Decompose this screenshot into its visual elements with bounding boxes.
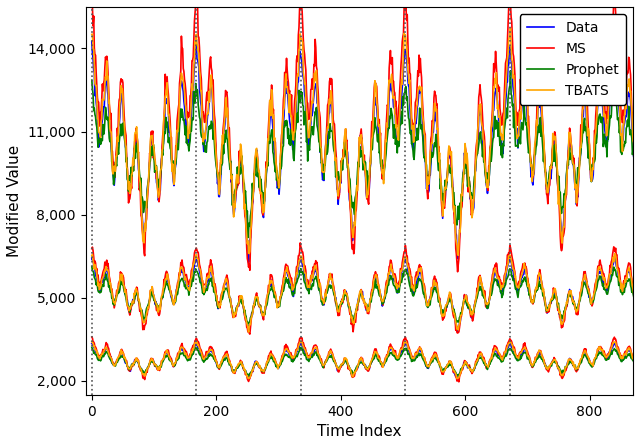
Prophet [566, 145, 573, 151]
Line: Prophet: Prophet [92, 71, 636, 238]
TBATS [409, 123, 417, 128]
Legend: Data, MS, Prophet, TBATS: Data, MS, Prophet, TBATS [520, 14, 626, 105]
MS [632, 160, 639, 165]
Y-axis label: Modified Value: Modified Value [7, 145, 22, 257]
TBATS [298, 36, 305, 41]
Prophet [410, 154, 417, 159]
TBATS [88, 32, 95, 37]
MS [602, 109, 610, 115]
TBATS [602, 133, 610, 138]
Prophet [298, 90, 306, 95]
MS [353, 207, 360, 213]
MS [255, 183, 263, 189]
MS [454, 269, 461, 274]
Prophet [88, 78, 95, 83]
Data [353, 189, 361, 194]
MS [298, 8, 306, 13]
TBATS [352, 206, 360, 212]
Line: Data: Data [92, 39, 636, 262]
X-axis label: Time Index: Time Index [317, 424, 401, 439]
Data [566, 145, 573, 150]
TBATS [454, 252, 462, 258]
TBATS [255, 169, 262, 174]
MS [88, 4, 95, 9]
Prophet [244, 235, 252, 240]
Prophet [602, 138, 610, 144]
Data [602, 138, 610, 143]
Data [410, 139, 418, 145]
Data [299, 72, 307, 77]
Data [193, 37, 200, 42]
MS [566, 125, 573, 131]
Prophet [255, 185, 263, 190]
Prophet [353, 192, 360, 197]
Line: MS: MS [92, 0, 636, 272]
Data [88, 39, 95, 45]
TBATS [566, 130, 573, 136]
Prophet [507, 68, 515, 74]
Line: TBATS: TBATS [92, 28, 636, 255]
TBATS [507, 25, 515, 31]
Data [244, 260, 252, 265]
TBATS [632, 176, 639, 181]
Data [256, 177, 264, 182]
Prophet [632, 184, 639, 189]
MS [410, 125, 417, 131]
Data [632, 178, 639, 184]
